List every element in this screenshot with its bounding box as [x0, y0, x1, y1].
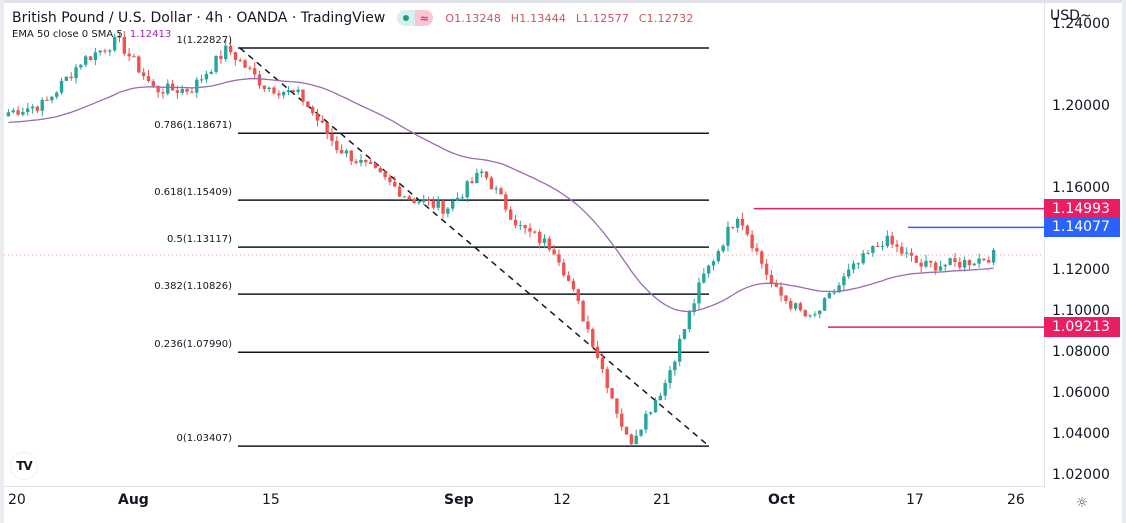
time-tick: 15 — [262, 492, 280, 508]
live-dot-icon — [397, 10, 416, 26]
indicator-value: 1.12413 — [129, 29, 172, 40]
fib-level-label: 0.5(1.13117) — [166, 234, 232, 246]
price-tick: 1.24000 — [1052, 16, 1110, 32]
high-value: H1.13444 — [510, 11, 567, 25]
price-tick: 1.02000 — [1052, 467, 1110, 483]
indicator-legend[interactable]: EMA 50 close 0 SMA 5 1.12413 — [12, 29, 171, 40]
time-tick: 20 — [8, 492, 26, 508]
fib-level-label: 0.618(1.15409) — [154, 187, 232, 199]
price-axis[interactable] — [1044, 0, 1123, 488]
time-tick: 12 — [553, 492, 571, 508]
left-border — [0, 0, 4, 523]
fib-level-label: 1(1.22827) — [176, 35, 232, 47]
price-tick: 1.10000 — [1052, 303, 1110, 319]
time-tick: 17 — [906, 492, 924, 508]
gear-icon[interactable]: ☼ — [1075, 495, 1089, 511]
price-level-tag[interactable]: 1.09213 — [1044, 317, 1120, 338]
low-value: L1.12577 — [575, 11, 630, 25]
price-level-tag[interactable]: 1.14077 — [1044, 217, 1120, 238]
indicator-label: EMA 50 close 0 SMA 5 — [12, 29, 123, 40]
fib-level-label: 0.236(1.07990) — [154, 339, 232, 351]
market-status-pill[interactable]: ≈ — [397, 10, 434, 26]
currency-selector[interactable]: USD~ — [1050, 8, 1092, 24]
price-tick: 1.12000 — [1052, 262, 1110, 278]
price-tick: 1.06000 — [1052, 385, 1110, 401]
tradingview-logo-icon[interactable]: TV — [10, 452, 38, 480]
open-value: O1.13248 — [445, 11, 502, 25]
time-tick: Aug — [118, 492, 149, 508]
time-tick: 26 — [1007, 492, 1025, 508]
right-border — [1122, 0, 1126, 523]
price-tick: 1.20000 — [1052, 98, 1110, 114]
price-tick: 1.08000 — [1052, 344, 1110, 360]
time-axis[interactable] — [4, 486, 1044, 520]
close-value: C1.12732 — [638, 11, 694, 25]
time-tick: 21 — [653, 492, 671, 508]
price-level-tag[interactable]: 1.14993 — [1044, 198, 1120, 219]
chart-plot-area[interactable] — [0, 0, 1044, 486]
price-tick: 1.04000 — [1052, 426, 1110, 442]
ohlc-values: O1.13248 H1.13444 L1.12577 C1.12732 — [445, 12, 699, 25]
approx-equal-icon: ≈ — [415, 10, 434, 26]
price-tick: 1.16000 — [1052, 180, 1110, 196]
fib-level-label: 0(1.03407) — [176, 433, 232, 445]
top-border — [0, 0, 1126, 3]
symbol-title[interactable]: British Pound / U.S. Dollar · 4h · OANDA… — [12, 10, 386, 26]
time-tick: Oct — [768, 492, 795, 508]
fib-level-label: 0.382(1.10826) — [154, 281, 232, 293]
chart-legend: British Pound / U.S. Dollar · 4h · OANDA… — [12, 8, 700, 28]
fib-level-label: 0.786(1.18671) — [154, 120, 232, 132]
time-tick: Sep — [444, 492, 474, 508]
